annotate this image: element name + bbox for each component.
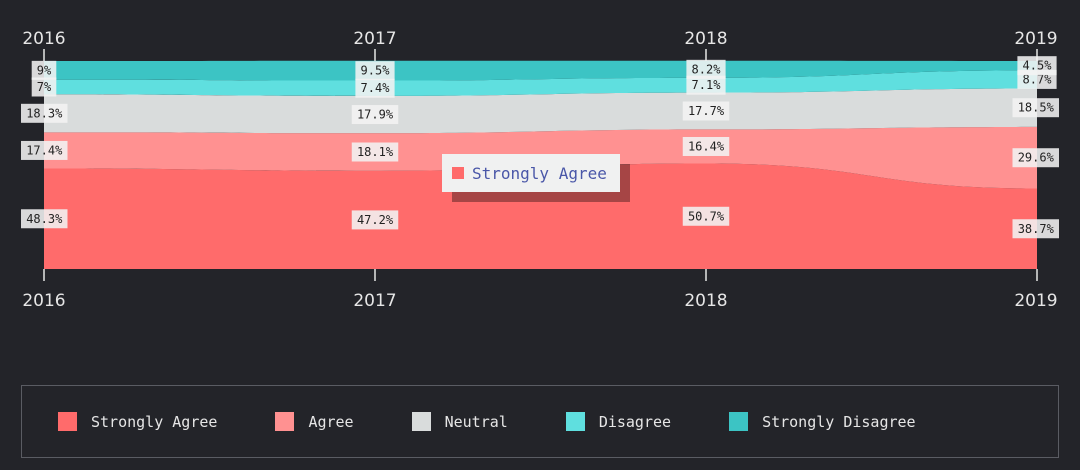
data-label-strongly-disagree: 8.2% <box>686 59 726 79</box>
x-tick-label-bottom: 2017 <box>353 291 396 311</box>
data-label-strongly-disagree: 4.5% <box>1017 56 1057 76</box>
data-label-agree: 18.1% <box>351 142 399 162</box>
legend-swatch <box>58 412 77 431</box>
data-label-neutral: 17.9% <box>351 105 399 125</box>
area-strongly-agree[interactable] <box>44 163 1037 269</box>
svg-text:38.7%: 38.7% <box>1018 222 1055 236</box>
legend-item-disagree[interactable]: Disagree <box>565 412 672 431</box>
area-neutral[interactable] <box>44 88 1037 134</box>
x-tick-label-bottom: 2016 <box>22 291 65 311</box>
legend-label: Disagree <box>598 412 672 431</box>
data-label-strongly-disagree: 9% <box>31 60 57 80</box>
svg-text:47.2%: 47.2% <box>357 213 394 227</box>
data-label-disagree: 7% <box>31 77 57 97</box>
legend-item-strongly-disagree[interactable]: Strongly Disagree <box>729 412 916 431</box>
svg-text:17.9%: 17.9% <box>357 108 394 122</box>
x-tick-label-top: 2019 <box>1014 29 1057 49</box>
data-label-strongly-agree: 47.2% <box>351 210 399 230</box>
legend-label: Neutral <box>444 412 508 431</box>
data-label-neutral: 18.3% <box>21 103 68 123</box>
stacked-area-chart: 2016 2016 2017 2017 2018 2018 2019 2019 48.3% 47.… <box>21 29 1059 311</box>
legend-swatch <box>411 412 431 431</box>
legend-label: Strongly Disagree <box>762 412 916 431</box>
data-label-disagree: 7.4% <box>355 78 395 98</box>
tooltip-swatch <box>452 167 464 179</box>
tooltip: Strongly Agree <box>442 154 620 192</box>
legend-label: Strongly Agree <box>91 412 218 431</box>
svg-text:18.5%: 18.5% <box>1018 101 1055 115</box>
svg-text:9.5%: 9.5% <box>361 64 391 78</box>
svg-text:17.7%: 17.7% <box>688 104 725 118</box>
x-tick-label-top: 2016 <box>22 29 65 49</box>
svg-text:29.6%: 29.6% <box>1018 151 1055 165</box>
data-label-neutral: 17.7% <box>682 101 730 121</box>
data-label-disagree: 7.1% <box>686 75 726 95</box>
data-label-strongly-disagree: 9.5% <box>355 61 395 81</box>
data-label-agree: 17.4% <box>21 140 68 160</box>
data-label-strongly-agree: 38.7% <box>1012 219 1059 239</box>
svg-text:8.7%: 8.7% <box>1023 72 1053 86</box>
legend-swatch <box>729 412 749 431</box>
legend-item-agree[interactable]: Agree <box>275 412 354 431</box>
svg-text:17.4%: 17.4% <box>26 143 63 157</box>
data-label-agree: 16.4% <box>682 136 730 156</box>
svg-text:50.7%: 50.7% <box>688 209 725 223</box>
legend-swatch <box>565 412 585 431</box>
svg-text:18.1%: 18.1% <box>357 145 394 159</box>
svg-text:7.1%: 7.1% <box>692 78 722 92</box>
svg-text:4.5%: 4.5% <box>1023 59 1053 73</box>
data-label-agree: 29.6% <box>1012 148 1059 168</box>
x-tick-label-top: 2018 <box>684 29 727 49</box>
legend: Strongly Agree Agree Neutral Disagree St… <box>21 385 1059 458</box>
svg-text:18.3%: 18.3% <box>26 106 63 120</box>
legend-label: Agree <box>308 412 354 431</box>
svg-text:16.4%: 16.4% <box>688 139 725 153</box>
svg-text:8.2%: 8.2% <box>692 62 722 76</box>
data-label-strongly-agree: 48.3% <box>21 209 68 229</box>
data-label-neutral: 18.5% <box>1012 98 1059 118</box>
legend-item-strongly-agree[interactable]: Strongly Agree <box>58 412 217 431</box>
svg-text:48.3%: 48.3% <box>26 212 63 226</box>
area-strongly-disagree[interactable] <box>44 60 1037 81</box>
legend-item-neutral[interactable]: Neutral <box>411 412 508 431</box>
x-tick-label-bottom: 2018 <box>684 291 727 311</box>
svg-text:7.4%: 7.4% <box>361 81 391 95</box>
area-disagree[interactable] <box>44 70 1037 96</box>
x-tick-label-bottom: 2019 <box>1014 291 1057 311</box>
tooltip-label: Strongly Agree <box>472 163 607 183</box>
x-tick-label-top: 2017 <box>353 29 396 49</box>
svg-text:7%: 7% <box>37 80 52 94</box>
data-label-strongly-agree: 50.7% <box>682 206 730 226</box>
svg-text:9%: 9% <box>37 63 52 77</box>
legend-swatch <box>275 412 295 431</box>
